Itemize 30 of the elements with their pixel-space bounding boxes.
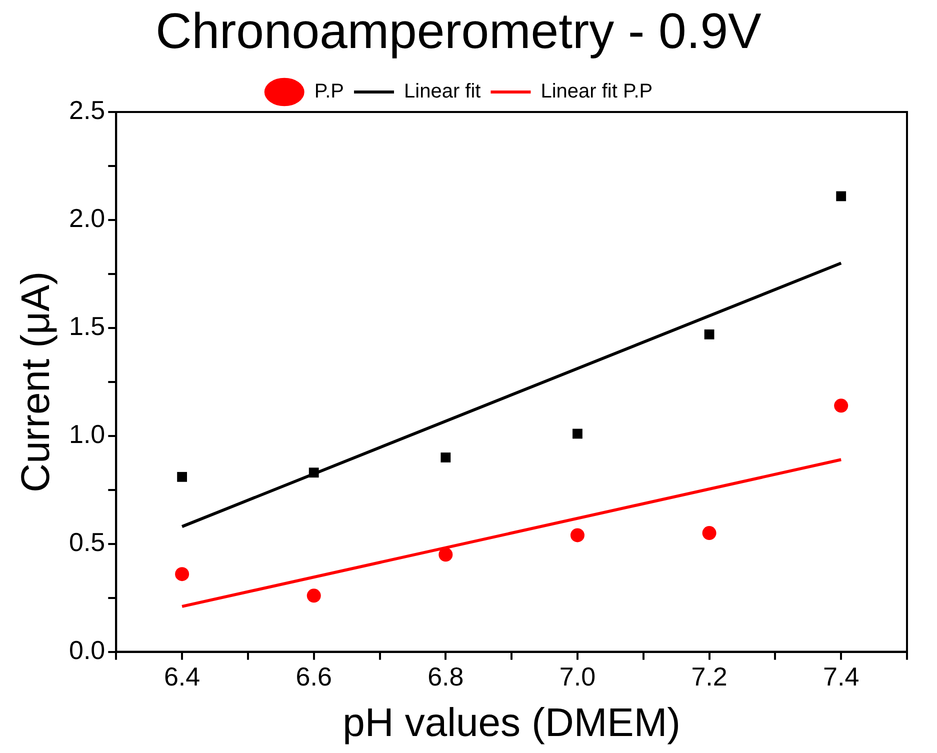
point bbox=[306, 588, 321, 603]
x-axis-title: pH values (DMEM) bbox=[342, 701, 680, 746]
x-tick-label: 6.6 bbox=[296, 662, 332, 692]
x-tick-label: 7.4 bbox=[823, 662, 860, 692]
point bbox=[702, 526, 716, 540]
x-tick-label: 6.4 bbox=[164, 662, 200, 692]
x-tick-label: 6.8 bbox=[428, 662, 464, 692]
legend-label: Linear fit P.P bbox=[540, 80, 653, 103]
point bbox=[438, 548, 453, 562]
point bbox=[440, 452, 451, 462]
y-tick-label: 1.5 bbox=[68, 311, 106, 342]
x-tick-label: 7.0 bbox=[559, 662, 596, 692]
y-axis-title: Current (μA) bbox=[14, 271, 58, 492]
point bbox=[572, 428, 582, 439]
chart-title: Chronoamperometry - 0.9V bbox=[156, 2, 762, 59]
point bbox=[175, 567, 190, 582]
y-tick-label: 0.5 bbox=[68, 527, 106, 558]
y-tick-label: 2.0 bbox=[68, 203, 106, 234]
legend-label: P.P bbox=[314, 80, 344, 103]
point bbox=[177, 472, 187, 482]
y-tick-label: 1.0 bbox=[68, 419, 106, 450]
x-tick-label: 7.2 bbox=[691, 662, 728, 692]
point bbox=[834, 398, 848, 413]
point bbox=[570, 528, 584, 542]
point bbox=[308, 468, 319, 478]
legend-label: Linear fit bbox=[404, 80, 482, 103]
point bbox=[836, 191, 846, 202]
y-tick-label: 0.0 bbox=[68, 634, 106, 665]
point bbox=[704, 329, 714, 340]
y-tick-label: 2.5 bbox=[68, 95, 106, 126]
